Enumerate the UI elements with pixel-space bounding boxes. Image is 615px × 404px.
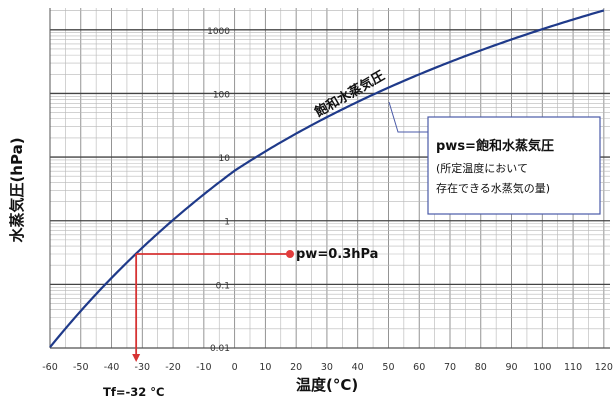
x-tick-label: -60 bbox=[42, 362, 58, 373]
pw-label: pw=0.3hPa bbox=[296, 247, 378, 262]
tf-label: Tf=-32 °C bbox=[103, 385, 164, 399]
pws-note-line2: 存在できる水蒸気の量) bbox=[436, 181, 550, 195]
x-tick-label: 60 bbox=[413, 362, 425, 373]
x-axis-title: 温度(°C) bbox=[296, 376, 358, 394]
tick-labels: -60 -50 -40 -30 -20 -10 0 10 20 30 40 50 60 70 80 90 100… bbox=[42, 27, 613, 373]
x-tick-label: 110 bbox=[564, 362, 582, 373]
x-tick-label: 0 bbox=[232, 362, 238, 373]
x-tick-label: -50 bbox=[73, 362, 89, 373]
y-tick-label: 0.01 bbox=[210, 344, 230, 354]
x-tick-label: -30 bbox=[135, 362, 151, 373]
marker-layer bbox=[132, 249, 294, 362]
x-tick-label: 40 bbox=[352, 362, 364, 373]
x-tick-label: -10 bbox=[196, 362, 212, 373]
curve-layer bbox=[49, 9, 605, 348]
x-tick-label: 20 bbox=[290, 362, 302, 373]
x-tick-label: 120 bbox=[595, 362, 613, 373]
saturation-curve bbox=[49, 9, 605, 348]
pws-callout: pws=飽和水蒸気圧 (所定温度において 存在できる水蒸気の量) bbox=[388, 101, 601, 215]
y-axis-title: 水蒸気圧(hPa) bbox=[8, 137, 26, 242]
x-tick-label: 100 bbox=[533, 362, 551, 373]
x-tick-label: 30 bbox=[321, 362, 333, 373]
y-tick-label: 1 bbox=[224, 218, 230, 228]
grid bbox=[49, 8, 610, 349]
pws-note-line1: (所定温度において bbox=[436, 161, 528, 175]
y-tick-label: 1000 bbox=[207, 27, 230, 37]
x-tick-label: 90 bbox=[505, 362, 517, 373]
pws-box bbox=[427, 116, 601, 215]
x-tick-label: 80 bbox=[475, 362, 487, 373]
x-tick-label: -20 bbox=[165, 362, 181, 373]
x-tick-label: 70 bbox=[444, 362, 456, 373]
pws-leader-line bbox=[388, 101, 428, 133]
x-tick-label: -40 bbox=[104, 362, 120, 373]
y-tick-label: 100 bbox=[213, 90, 230, 100]
pws-title: pws=飽和水蒸気圧 bbox=[436, 138, 554, 154]
y-tick-label: 0.1 bbox=[216, 281, 230, 291]
tf-arrowhead bbox=[132, 354, 141, 362]
x-tick-label: 50 bbox=[382, 362, 394, 373]
x-tick-label: 10 bbox=[259, 362, 271, 373]
y-tick-label: 10 bbox=[219, 154, 231, 164]
pw-marker-dot bbox=[286, 249, 294, 258]
